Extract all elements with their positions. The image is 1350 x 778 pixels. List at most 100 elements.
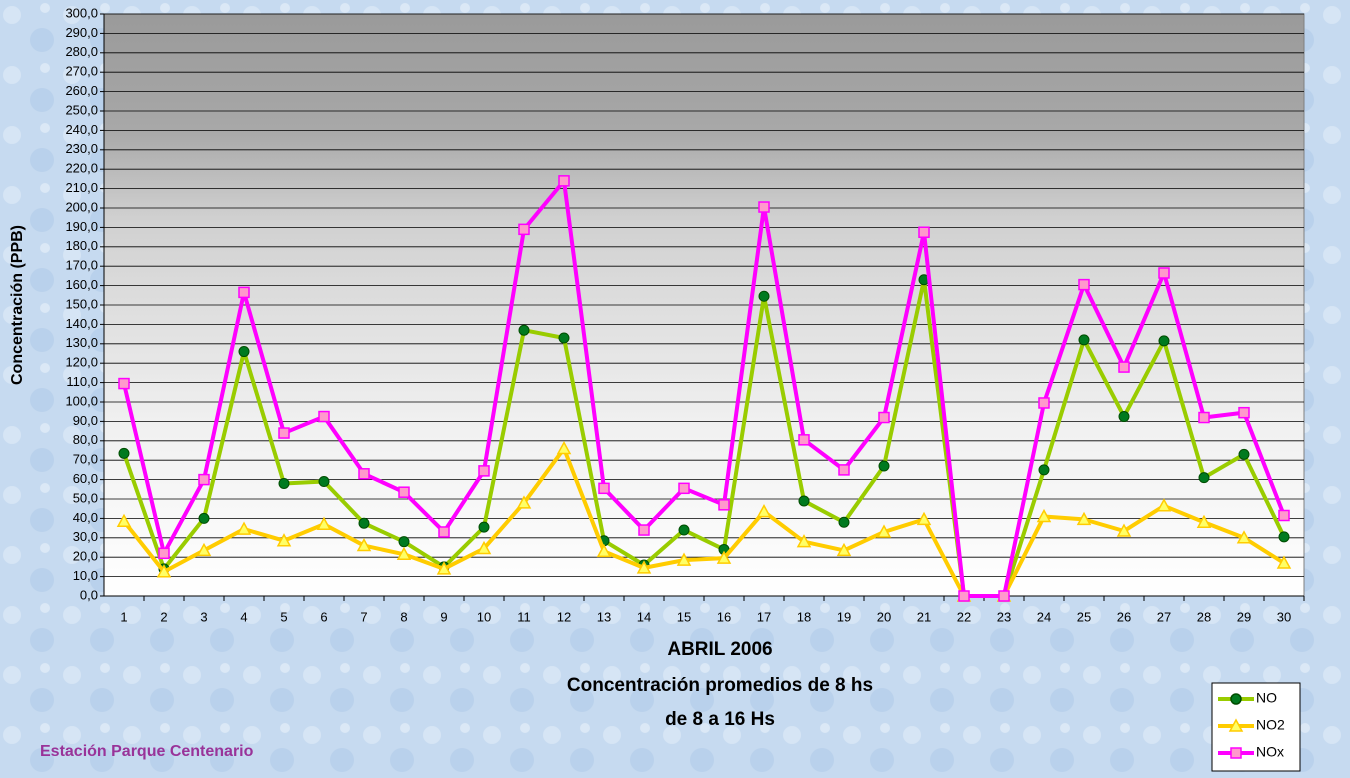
marker: [1159, 336, 1169, 346]
x-tick-label: 4: [240, 609, 247, 624]
marker: [199, 513, 209, 523]
x-tick-label: 22: [957, 609, 971, 624]
y-tick-label: 120,0: [65, 355, 98, 370]
y-tick-label: 80,0: [73, 432, 98, 447]
marker: [679, 483, 689, 493]
y-tick-label: 60,0: [73, 471, 98, 486]
marker: [1039, 398, 1049, 408]
marker: [399, 537, 409, 547]
footer: Estación Parque Centenario: [40, 743, 254, 760]
x-tick-label: 25: [1077, 609, 1091, 624]
y-tick-label: 240,0: [65, 122, 98, 137]
y-tick-label: 180,0: [65, 238, 98, 253]
marker: [519, 325, 529, 335]
x-tick-label: 16: [717, 609, 731, 624]
marker: [1231, 694, 1241, 704]
y-tick-label: 170,0: [65, 258, 98, 273]
y-tick-label: 10,0: [73, 568, 98, 583]
marker: [959, 591, 969, 601]
x-tick-label: 3: [200, 609, 207, 624]
marker: [1159, 268, 1169, 278]
y-tick-label: 160,0: [65, 277, 98, 292]
marker: [239, 287, 249, 297]
marker: [559, 333, 569, 343]
x-tick-label: 15: [677, 609, 691, 624]
x-tick-label: 29: [1237, 609, 1251, 624]
x-tick-label: 21: [917, 609, 931, 624]
x-tick-label: 30: [1277, 609, 1291, 624]
y-tick-label: 270,0: [65, 64, 98, 79]
y-tick-label: 200,0: [65, 199, 98, 214]
x-tick-label: 17: [757, 609, 771, 624]
x-tick-label: 20: [877, 609, 891, 624]
marker: [799, 496, 809, 506]
y-tick-label: 20,0: [73, 549, 98, 564]
marker: [999, 591, 1009, 601]
marker: [839, 465, 849, 475]
marker: [1279, 532, 1289, 542]
marker: [759, 291, 769, 301]
y-tick-label: 260,0: [65, 83, 98, 98]
marker: [1039, 465, 1049, 475]
x-tick-label: 18: [797, 609, 811, 624]
y-tick-label: 300,0: [65, 5, 98, 20]
marker: [839, 517, 849, 527]
y-tick-label: 50,0: [73, 490, 98, 505]
marker: [1119, 362, 1129, 372]
marker: [599, 483, 609, 493]
marker: [919, 227, 929, 237]
y-tick-label: 190,0: [65, 219, 98, 234]
marker: [279, 428, 289, 438]
marker: [799, 435, 809, 445]
x-tick-label: 12: [557, 609, 571, 624]
marker: [319, 412, 329, 422]
y-tick-label: 100,0: [65, 393, 98, 408]
marker: [679, 525, 689, 535]
marker: [1079, 280, 1089, 290]
x-tick-label: 10: [477, 609, 491, 624]
y-tick-label: 40,0: [73, 510, 98, 525]
y-tick-label: 210,0: [65, 180, 98, 195]
y-tick-label: 30,0: [73, 529, 98, 544]
title-line: Concentración promedios de 8 hs: [567, 675, 873, 696]
marker: [159, 548, 169, 558]
legend-label: NO: [1256, 690, 1277, 706]
marker: [119, 448, 129, 458]
marker: [1279, 510, 1289, 520]
marker: [479, 466, 489, 476]
x-tick-label: 24: [1037, 609, 1051, 624]
x-tick-label: 26: [1117, 609, 1131, 624]
chart: Concentración (PPB) ABRIL 2006 Concentra…: [0, 0, 1350, 778]
y-tick-label: 130,0: [65, 335, 98, 350]
marker: [1231, 748, 1241, 758]
x-tick-label: 8: [400, 609, 407, 624]
marker: [719, 500, 729, 510]
y-tick-label: 250,0: [65, 102, 98, 117]
x-tick-label: 11: [517, 609, 531, 624]
marker: [1199, 473, 1209, 483]
x-tick-label: 23: [997, 609, 1011, 624]
x-tick-label: 5: [280, 609, 287, 624]
x-tick-label: 9: [440, 609, 447, 624]
x-tick-label: 27: [1157, 609, 1171, 624]
marker: [279, 478, 289, 488]
marker: [399, 487, 409, 497]
marker: [439, 527, 449, 537]
y-tick-label: 140,0: [65, 316, 98, 331]
marker: [1079, 335, 1089, 345]
title-line: de 8 a 16 Hs: [665, 709, 775, 730]
page: Concentración (PPB) ABRIL 2006 Concentra…: [0, 0, 1350, 778]
marker: [759, 202, 769, 212]
x-tick-label: 6: [320, 609, 327, 624]
x-tick-label: 2: [160, 609, 167, 624]
x-tick-label: 19: [837, 609, 851, 624]
y-tick-label: 90,0: [73, 413, 98, 428]
marker: [519, 224, 529, 234]
y-axis-label: Concentración (PPB): [9, 225, 26, 385]
x-tick-label: 14: [637, 609, 651, 624]
marker: [239, 347, 249, 357]
x-tick-label: 13: [597, 609, 611, 624]
marker: [879, 413, 889, 423]
y-tick-label: 280,0: [65, 44, 98, 59]
marker: [1239, 408, 1249, 418]
